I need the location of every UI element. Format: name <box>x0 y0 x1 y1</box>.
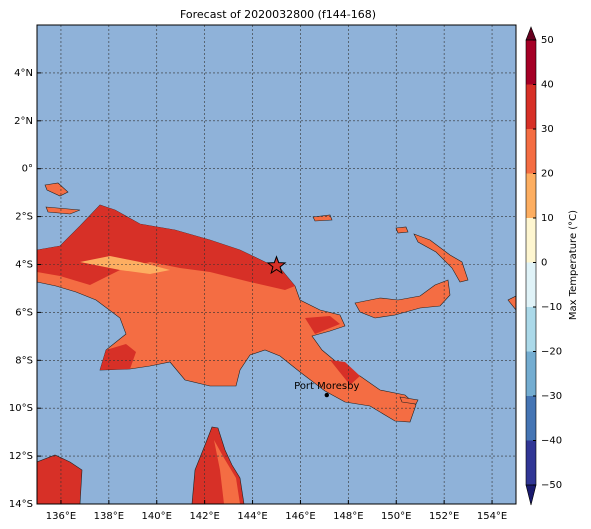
colorbar-segment <box>526 173 536 218</box>
colorbar-segment <box>526 84 536 129</box>
colorbar-tick-label: −20 <box>541 347 562 358</box>
colorbar-segment <box>526 351 536 396</box>
warm-highland <box>80 256 170 274</box>
colorbar-over <box>525 26 537 41</box>
colorbar-tick-label: 40 <box>541 80 554 91</box>
x-tick-label: 138°E <box>94 511 124 522</box>
island <box>44 182 516 405</box>
new-britain <box>354 279 451 319</box>
colorbar-segment <box>526 307 536 352</box>
x-tick-label: 150°E <box>381 511 411 522</box>
y-tick-label: 2°N <box>14 116 33 127</box>
x-tick-label: 146°E <box>285 511 315 522</box>
hot-north-band <box>37 205 295 290</box>
y-tick-label: 6°S <box>15 307 33 318</box>
land <box>37 182 516 504</box>
x-tick-label: 142°E <box>189 511 219 522</box>
colorbar-segment <box>526 262 536 307</box>
place-marker <box>324 392 329 398</box>
y-tick-label: 8°S <box>15 355 33 366</box>
colorbar-tick-label: −10 <box>541 302 562 313</box>
y-tick-label: 14°S <box>9 499 33 510</box>
cape-york-warm <box>214 440 240 504</box>
colorbar-segment <box>526 129 536 174</box>
x-tick-label: 140°E <box>142 511 172 522</box>
x-tick-label: 144°E <box>237 511 267 522</box>
y-tick-label: 10°S <box>9 403 33 414</box>
y-tick-label: 2°S <box>15 212 33 223</box>
y-tick-label: 4°S <box>15 260 33 271</box>
colorbar-tick-label: 50 <box>541 35 554 46</box>
colorbar-under <box>525 484 537 506</box>
colorbar-segment <box>526 440 536 485</box>
x-tick-label: 136°E <box>46 511 76 522</box>
colorbar-segment <box>526 40 536 85</box>
colorbar-tick-label: −50 <box>541 480 562 491</box>
x-tick-label: 152°E <box>429 511 459 522</box>
x-tick-label: 154°E <box>477 511 507 522</box>
x-tick-label: 148°E <box>333 511 363 522</box>
star-marker <box>266 255 287 275</box>
colorbar-label: Max Temperature (°C) <box>568 210 579 320</box>
map-title: Forecast of 2020032800 (f144-168) <box>180 8 376 21</box>
place-label: Port Moresby <box>294 381 359 392</box>
new-ireland <box>413 233 469 283</box>
australia-west <box>37 454 83 504</box>
colorbar-tick-label: 0 <box>541 258 547 269</box>
colorbar-segment <box>526 218 536 263</box>
y-tick-label: 4°N <box>14 68 33 79</box>
colorbar-tick-label: 30 <box>541 124 554 135</box>
colorbar-segment <box>526 396 536 441</box>
y-tick-label: 0° <box>22 164 33 175</box>
colorbar-tick-label: −40 <box>541 436 562 447</box>
colorbar-tick-label: −30 <box>541 391 562 402</box>
y-tick-label: 12°S <box>9 451 33 462</box>
colorbar-tick-label: 20 <box>541 169 554 180</box>
colorbar-tick-label: 10 <box>541 213 554 224</box>
hot-south <box>100 316 360 385</box>
